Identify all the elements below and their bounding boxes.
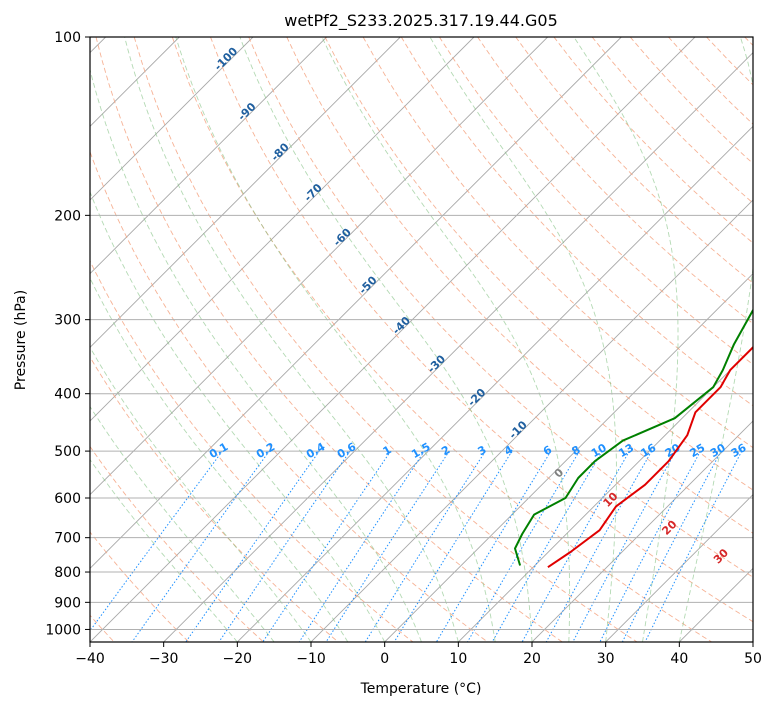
dry-adiabat-line xyxy=(90,150,488,642)
moist-adiabat-line xyxy=(429,37,617,642)
x-tick-label: 30 xyxy=(597,651,615,667)
moist-adiabat-line xyxy=(90,277,349,642)
mixing-ratio-line xyxy=(521,450,630,642)
mixing-ratio-line xyxy=(298,450,425,642)
x-axis: −40 −30 −20 −10 0 10 20 30 40 50 xyxy=(75,642,762,667)
isotherm-line xyxy=(90,37,327,275)
moist-adiabat-line xyxy=(678,37,753,642)
x-tick-label: −40 xyxy=(75,651,105,667)
chart-title: wetPf2_S233.2025.317.19.44.G05 xyxy=(284,11,558,31)
mixing-ratio-line xyxy=(364,450,486,642)
moist-adiabat-line xyxy=(239,37,533,642)
dry-adiabat-line xyxy=(515,37,753,284)
mixing-ratio-line xyxy=(491,450,603,642)
temperature-profile-line xyxy=(547,345,753,569)
x-tick-label: 0 xyxy=(380,651,389,667)
dry-adiabat-line xyxy=(400,37,753,407)
y-tick-label: 200 xyxy=(54,208,81,224)
moist-adiabat-line xyxy=(90,405,275,642)
dry-adiabat-line xyxy=(324,37,753,491)
dry-adiabat-line xyxy=(286,37,753,534)
isotherm-line xyxy=(531,420,753,642)
dry-adiabat-line xyxy=(90,259,414,642)
moist-adiabat-line xyxy=(175,37,496,642)
moist-adiabat-line xyxy=(90,458,238,642)
dry-adiabat-line xyxy=(171,37,712,642)
x-tick-label: −30 xyxy=(149,651,179,667)
moist-adiabat-lines xyxy=(90,37,753,642)
moist-adiabat-line xyxy=(90,67,422,642)
x-axis-label: Temperature (°C) xyxy=(360,681,482,697)
plot-frame xyxy=(89,36,754,643)
dry-adiabat-line xyxy=(210,37,753,623)
mixing-ratio-line xyxy=(545,450,653,642)
y-tick-label: 400 xyxy=(54,387,81,403)
isotherm-line xyxy=(90,37,548,496)
dry-adiabat-line xyxy=(362,37,753,449)
y-axis-label: Pressure (hPa) xyxy=(13,290,29,390)
isotherm-line xyxy=(90,37,401,348)
isotherm-line xyxy=(458,346,753,642)
dry-adiabat-line xyxy=(477,37,753,325)
y-tick-label: 800 xyxy=(54,565,81,581)
isotherm-line xyxy=(90,37,622,569)
pressure-gridlines xyxy=(90,37,753,630)
mixing-ratio-line xyxy=(185,450,320,642)
x-tick-label: 20 xyxy=(523,651,541,667)
x-tick-label: 10 xyxy=(449,651,467,667)
isotherm-line xyxy=(605,494,753,642)
y-tick-label: 900 xyxy=(54,595,81,611)
y-tick-label: 500 xyxy=(54,444,81,460)
mixing-ratio-lines xyxy=(90,450,743,642)
moist-adiabat-line xyxy=(90,190,386,642)
plot-area: 0.1 0.2 0.4 0.6 1 1.5 2 3 4 6 8 10 13 16 20 25 30 36-100-… xyxy=(90,37,753,642)
x-tick-label: −20 xyxy=(223,651,253,667)
x-tick-label: −10 xyxy=(296,651,326,667)
dry-adiabat-line xyxy=(248,37,753,578)
mixing-ratio-line xyxy=(131,450,270,642)
profile-series xyxy=(514,308,753,569)
x-tick-label: 50 xyxy=(744,651,762,667)
y-tick-label: 700 xyxy=(54,531,81,547)
mixing-ratio-line xyxy=(621,450,722,642)
moist-adiabat-line xyxy=(124,37,459,642)
mixing-ratio-line xyxy=(644,450,743,642)
mixing-ratio-line xyxy=(572,450,677,642)
dry-adiabat-line xyxy=(90,445,264,642)
mixing-ratio-line xyxy=(599,450,701,642)
mixing-ratio-line xyxy=(467,450,580,642)
dewpoint-profile-line xyxy=(514,308,753,566)
isotherm-line xyxy=(163,52,753,642)
y-tick-label: 300 xyxy=(54,313,81,329)
y-axis: 100 200 300 400 500 600 700 800 900 1000 xyxy=(45,30,90,638)
y-tick-label: 100 xyxy=(54,30,81,46)
dry-adiabat-line xyxy=(95,37,563,642)
y-tick-label: 1000 xyxy=(45,622,81,638)
dry-adiabat-line xyxy=(439,37,753,365)
mixing-ratio-line xyxy=(218,450,351,642)
y-tick-label: 600 xyxy=(54,491,81,507)
mixing-ratio-line xyxy=(90,450,223,632)
x-tick-label: 40 xyxy=(670,651,688,667)
isotherm-line xyxy=(237,125,753,642)
dry-adiabat-line xyxy=(133,37,638,642)
isotherm-line xyxy=(384,273,753,642)
isotherm-line xyxy=(90,37,254,201)
isotherm-line xyxy=(90,37,475,422)
moist-adiabat-line xyxy=(321,37,571,642)
dry-adiabat-line xyxy=(90,531,190,642)
moist-adiabat-line xyxy=(573,37,679,642)
moist-adiabat-line xyxy=(90,346,312,642)
mixing-ratio-line xyxy=(393,450,513,642)
